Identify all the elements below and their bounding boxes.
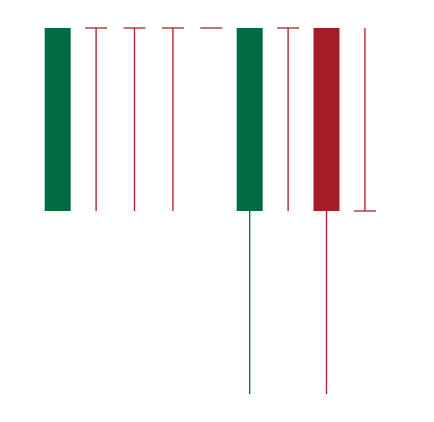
candle-3 bbox=[123, 27, 146, 211]
candle-8 bbox=[313, 28, 340, 394]
candle-body bbox=[313, 28, 340, 211]
candle-1 bbox=[44, 28, 71, 211]
candle-4 bbox=[161, 27, 184, 211]
candle-6 bbox=[236, 28, 263, 394]
candle-body bbox=[236, 28, 263, 211]
candle-2 bbox=[85, 27, 108, 211]
candle-body bbox=[44, 28, 71, 211]
candle-9 bbox=[353, 28, 376, 212]
candle-7 bbox=[277, 27, 300, 211]
